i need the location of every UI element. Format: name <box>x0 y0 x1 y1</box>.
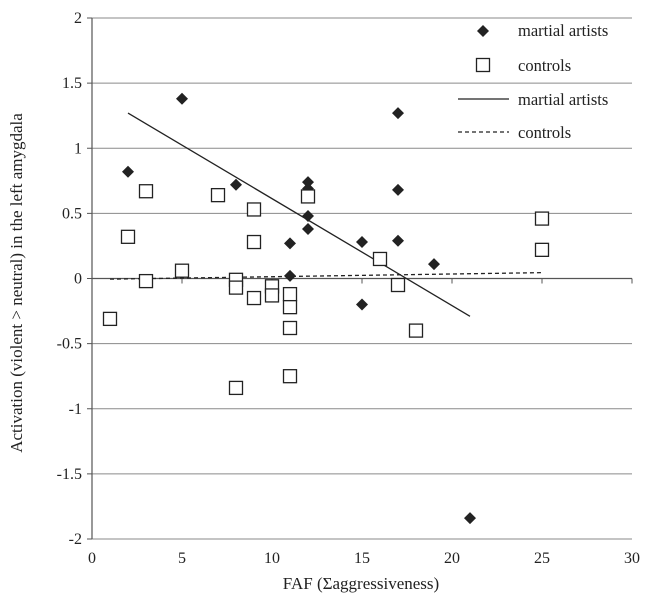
point-layer <box>102 92 550 525</box>
control-point <box>174 263 190 278</box>
control-point <box>390 277 406 293</box>
control-point <box>282 369 298 384</box>
x-tick-label: 15 <box>354 550 370 567</box>
y-tick-label: -2 <box>69 531 82 548</box>
y-tick-label: 1 <box>74 140 82 157</box>
martial-artist-point <box>122 165 134 178</box>
x-tick-label: 0 <box>88 550 96 567</box>
y-tick-label: -1.5 <box>57 466 82 483</box>
trendline-martial-artists <box>127 112 471 317</box>
y-tick-label: 0 <box>74 271 82 288</box>
control-point <box>282 286 298 302</box>
legend-item-martial-artists-line: martial artists <box>458 90 608 109</box>
martial-artist-point <box>230 178 242 191</box>
control-point <box>534 211 550 226</box>
martial-artist-point <box>284 269 296 282</box>
grid-layer <box>92 17 632 540</box>
martial-artist-point <box>356 236 368 249</box>
legend-item-controls-marker: controls <box>475 56 571 75</box>
control-point <box>264 288 280 303</box>
y-tick-label: -1 <box>69 401 82 418</box>
control-point <box>228 280 244 295</box>
control-point <box>102 311 118 327</box>
control-point <box>282 300 298 315</box>
control-point <box>246 290 262 306</box>
tick-label-layer: -2-1.5-1-0.500.511.520 5 10 15 20 25 30 <box>57 10 640 567</box>
control-point <box>246 234 262 250</box>
legend-diamond-marker <box>477 25 489 37</box>
y-tick-label: -0.5 <box>57 336 82 353</box>
legend-square-marker <box>475 57 491 73</box>
y-axis-label: Activation (violent > neutral) in the le… <box>7 113 26 453</box>
y-tick-label: 1.5 <box>62 75 82 92</box>
legend: martial artists controls martial artists… <box>458 21 608 142</box>
legend-label-martial-artists-marker: martial artists <box>518 21 608 40</box>
x-axis-label: FAF (Σaggressiveness) <box>283 574 439 593</box>
control-point <box>300 189 316 204</box>
y-tick-label: 2 <box>74 10 82 27</box>
martial-artist-point <box>392 107 404 120</box>
legend-label-martial-artists-line: martial artists <box>518 90 608 109</box>
martial-artist-point <box>392 234 404 247</box>
control-point <box>534 242 550 257</box>
x-tick-label: 5 <box>178 550 186 567</box>
legend-label-controls-marker: controls <box>518 56 571 75</box>
x-tick-label: 10 <box>264 550 280 567</box>
control-point <box>210 187 226 203</box>
control-point <box>408 323 424 338</box>
martial-artist-point <box>284 237 296 250</box>
martial-artist-point <box>302 223 314 236</box>
control-point <box>138 273 154 289</box>
control-point <box>282 320 298 336</box>
trendline-layer <box>109 112 543 317</box>
legend-item-martial-artists-marker: martial artists <box>477 21 608 40</box>
martial-artist-point <box>302 209 314 222</box>
control-point <box>372 251 388 267</box>
martial-artist-point <box>176 92 188 105</box>
legend-label-controls-line: controls <box>518 123 571 142</box>
x-tick-label: 25 <box>534 550 550 567</box>
control-point <box>246 202 262 217</box>
control-point <box>138 184 154 199</box>
x-tick-label: 20 <box>444 550 460 567</box>
y-tick-label: 0.5 <box>62 205 82 222</box>
martial-artist-point <box>428 258 440 271</box>
trendline-controls <box>109 271 543 280</box>
control-point <box>228 380 244 396</box>
control-point <box>120 229 136 244</box>
martial-artist-point <box>302 176 314 189</box>
martial-artist-point <box>392 183 404 196</box>
martial-artist-point <box>356 298 368 311</box>
martial-artist-point <box>464 512 476 525</box>
legend-item-controls-line: controls <box>458 123 571 142</box>
x-tick-label: 30 <box>624 550 640 567</box>
